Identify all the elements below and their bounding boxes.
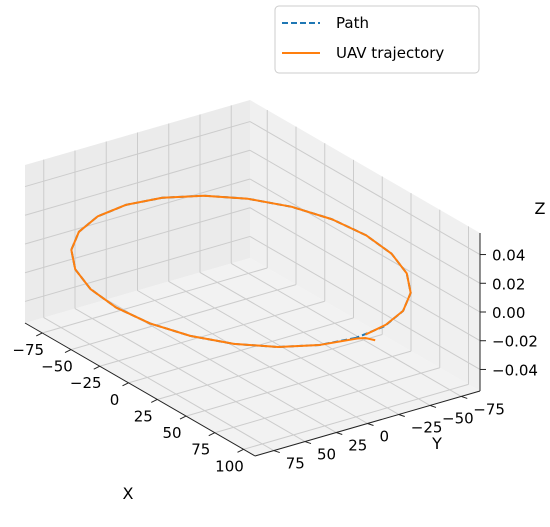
x-tick-label: −25 <box>70 374 102 392</box>
y-tick-label: 50 <box>317 446 336 464</box>
grid-line-y-floor <box>230 262 462 397</box>
ticks-layer: −75−50−250255075100−75−50−250255075−0.04… <box>12 247 538 476</box>
x-tick-label: −75 <box>12 341 44 359</box>
y-tick-label: −25 <box>411 418 443 436</box>
x-tick-label: 25 <box>134 407 153 425</box>
grid-line-z-left <box>24 235 251 302</box>
grid-line-z-left <box>24 178 251 245</box>
x-tick-mark <box>122 382 129 387</box>
grid-line-y-floor <box>43 317 275 452</box>
grid-line-z-left <box>24 121 251 188</box>
y-tick-label: 25 <box>348 437 367 455</box>
x-tick-label: −50 <box>41 358 73 376</box>
x-tick-label: 75 <box>191 441 210 459</box>
z-tick-label: −0.04 <box>492 361 538 379</box>
grid-line-z-left <box>24 149 251 216</box>
grid-line-z-back <box>249 207 481 342</box>
legend: Path UAV trajectory <box>274 5 480 74</box>
x-tick-mark <box>179 415 187 420</box>
x-tick-mark <box>64 349 72 354</box>
panes-layer <box>25 100 480 456</box>
x-tick-mark <box>208 432 215 437</box>
series-line-trajectory <box>70 194 412 348</box>
x-tick-label: 50 <box>162 424 181 442</box>
z-tick-label: −0.02 <box>492 333 538 351</box>
grid-line-y-floor <box>137 290 368 424</box>
y-tick-label: −50 <box>442 409 474 427</box>
y-tick-label: 75 <box>286 455 305 473</box>
grid-line-z-back <box>249 149 481 284</box>
z-tick-label: 0.00 <box>492 304 525 322</box>
grid-layer <box>24 105 481 452</box>
grid-line-z-left <box>24 207 251 274</box>
y-tick-label: −75 <box>473 400 505 418</box>
x-tick-mark <box>93 365 100 370</box>
grid-line-y-floor <box>168 281 400 415</box>
y-tick-mark <box>336 432 343 436</box>
x-axis-line <box>24 322 256 457</box>
z-axis-label: Z <box>535 199 546 218</box>
y-tick-mark <box>367 423 374 426</box>
y-tick-mark <box>429 404 437 408</box>
y-axis-label: Y <box>431 434 442 453</box>
y-tick-mark <box>304 441 312 445</box>
grid-line-y-floor <box>199 272 431 406</box>
y-tick-label: 0 <box>380 428 390 446</box>
x-tick-label: 0 <box>110 391 120 409</box>
grid-line-z-back <box>249 236 481 370</box>
legend-box <box>274 5 480 74</box>
legend-label-trajectory: UAV trajectory <box>336 44 444 62</box>
x-axis-label: X <box>123 484 134 503</box>
grid-line-z-back <box>249 121 481 255</box>
z-tick-label: 0.02 <box>492 275 525 293</box>
z-tick-label: 0.04 <box>492 247 525 265</box>
x-tick-label: 100 <box>215 457 244 475</box>
grid-line-z-back <box>249 178 481 313</box>
y-tick-mark <box>461 395 468 399</box>
x-tick-mark <box>237 448 244 453</box>
x-tick-mark <box>36 332 43 337</box>
y-tick-mark <box>273 450 280 454</box>
x-tick-mark <box>151 399 158 403</box>
y-tick-mark <box>398 413 405 417</box>
series-layer <box>70 194 412 348</box>
legend-label-path: Path <box>336 14 369 32</box>
grid-line-y-floor <box>74 308 306 442</box>
